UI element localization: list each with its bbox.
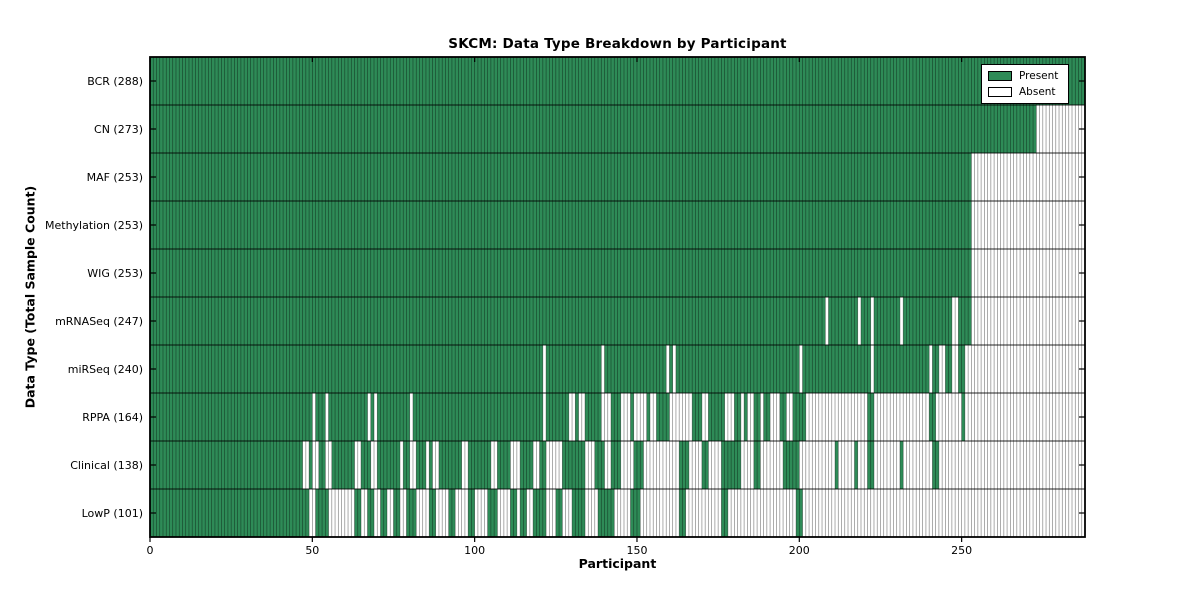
row-label: MAF (253) [87,171,143,184]
present-cells [802,345,871,393]
x-axis-label: Participant [578,556,657,571]
present-cells [487,489,498,537]
present-cells [604,345,667,393]
present-cells [611,441,621,489]
present-cells [546,393,569,441]
row-label: miRSeq (240) [68,363,143,376]
present-cells [315,393,326,441]
present-cells [150,153,972,201]
present-cells [562,441,586,489]
present-cells [873,345,930,393]
present-cells [468,441,491,489]
x-tick-label: 200 [789,544,810,557]
present-cells [331,441,355,489]
present-cells [150,345,543,393]
present-cells [903,297,952,345]
present-cells [854,441,858,489]
present-cells [630,393,634,441]
present-cells [744,393,748,441]
present-cells [575,393,579,441]
present-cells [150,105,1037,153]
present-cells [585,393,602,441]
present-cells [416,441,426,489]
row-label: CN (273) [94,123,143,136]
absent-swatch-icon [988,87,1012,98]
present-cells [692,393,702,441]
present-cells [669,345,673,393]
plot-border [149,56,1086,538]
x-tick-label: 0 [147,544,154,557]
present-cells [309,441,313,489]
row-label: Clinical (138) [70,459,143,472]
present-cells [150,489,310,537]
present-cells [630,489,641,537]
present-cells [899,441,904,489]
present-cells [546,345,602,393]
x-tick-label: 150 [626,544,647,557]
row-label: LowP (101) [82,507,143,520]
legend: Present Absent [981,64,1069,104]
row-separators [150,104,1085,490]
present-cells [828,297,858,345]
present-cells [783,441,800,489]
row-label: WIG (253) [87,267,143,280]
row-label: BCR (288) [87,75,143,88]
present-cells [611,393,621,441]
present-cells [594,441,605,489]
x-tick-label: 250 [951,544,972,557]
x-tick-label: 100 [464,544,485,557]
present-cells [646,393,650,441]
y-axis-label: Data Type (Total Sample Count) [22,185,38,409]
legend-entry-absent: Absent [988,87,1062,98]
present-cells [860,297,871,345]
present-cells [370,393,375,441]
row-label: RPPA (164) [82,411,143,424]
present-cells [377,441,400,489]
present-cells [150,249,972,297]
present-cells [708,393,725,441]
present-cells [835,441,839,489]
present-cells [150,201,972,249]
present-cells [406,489,417,537]
legend-entry-present: Present [988,71,1062,82]
present-cells [961,393,965,441]
legend-label-absent: Absent [1019,85,1056,98]
chart-title: SKCM: Data Type Breakdown by Participant [448,36,787,52]
present-cells [633,441,644,489]
row-label: mRNASeq (247) [55,315,143,328]
row-label: Methylation (253) [45,219,143,232]
present-cells [150,441,303,489]
x-tick-label: 50 [305,544,319,557]
present-cells [438,441,462,489]
present-cells [429,441,433,489]
present-cells [361,441,371,489]
present-cells [679,441,689,489]
present-cells [598,489,615,537]
present-swatch-icon [988,70,1012,81]
legend-label-present: Present [1019,69,1059,82]
